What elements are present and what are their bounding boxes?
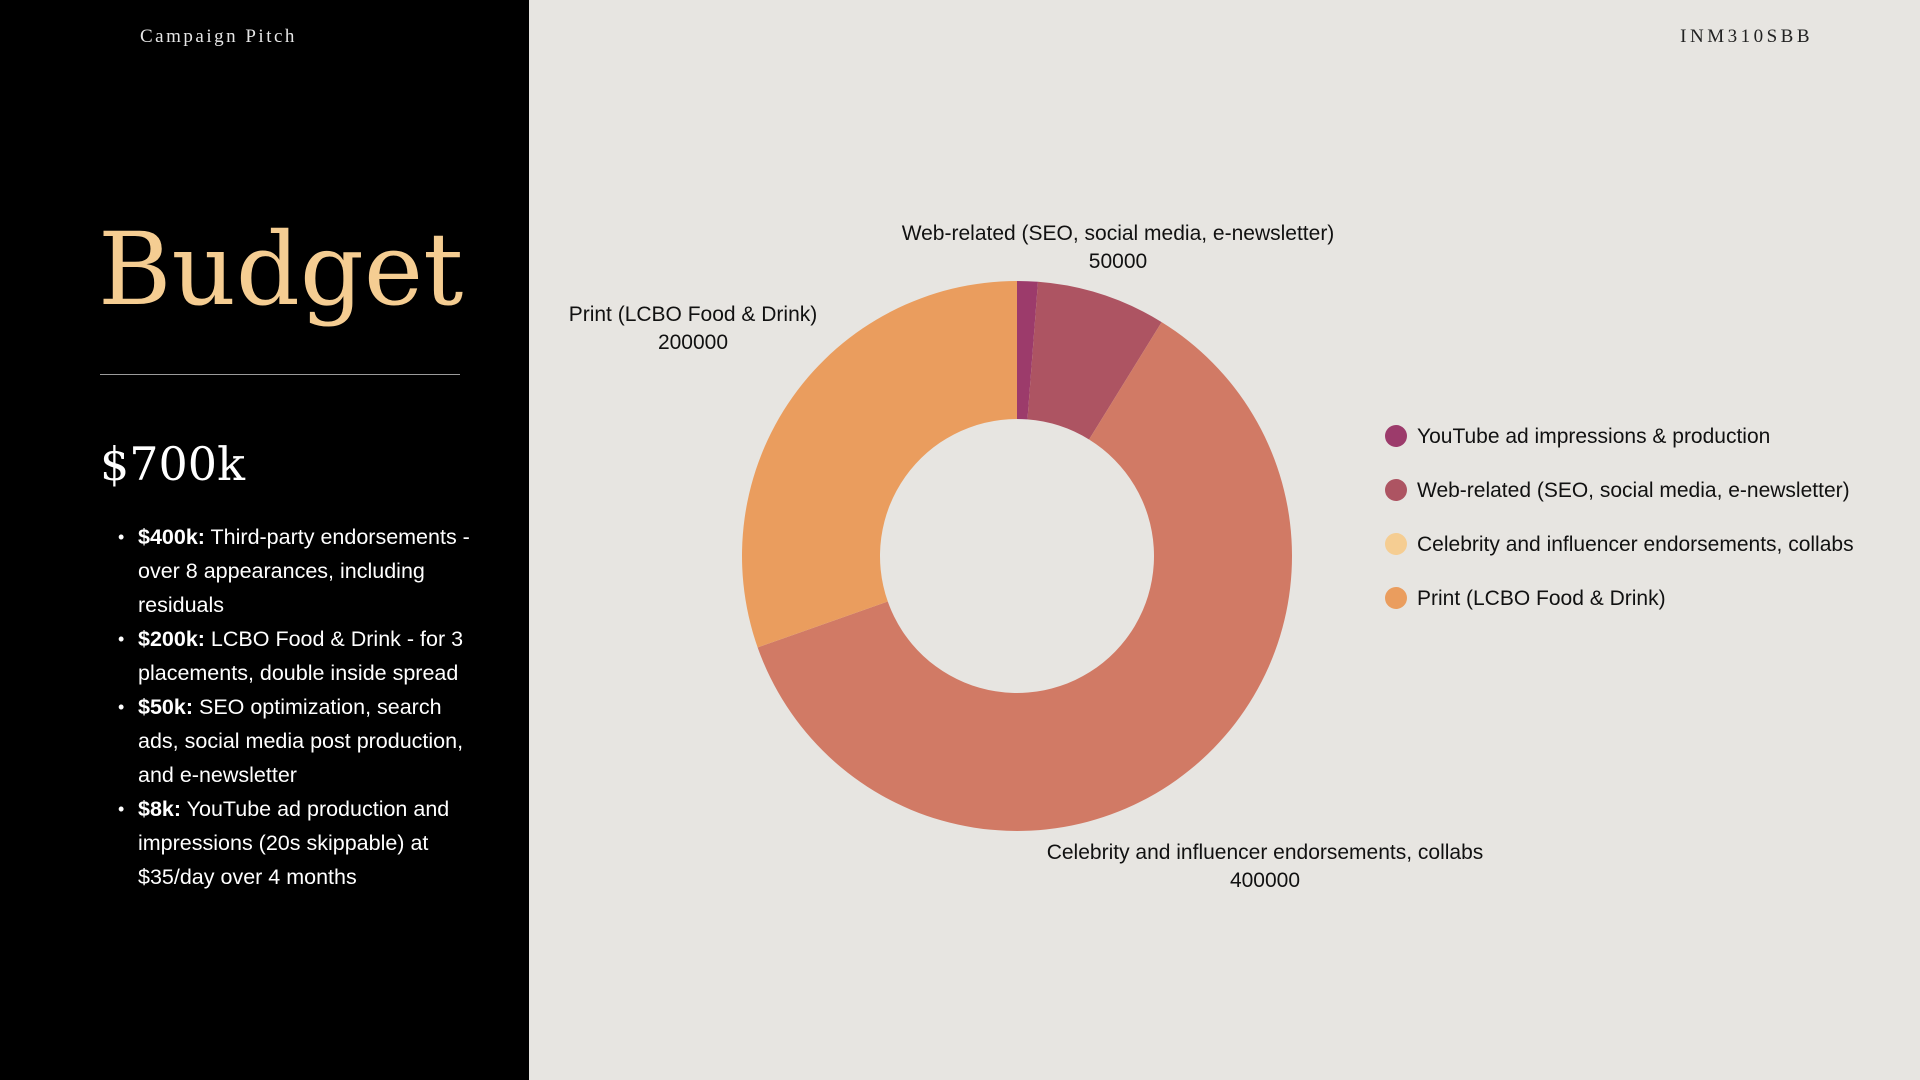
- header-campaign-pitch: Campaign Pitch: [140, 26, 297, 47]
- budget-breakdown-list: $400k: Third-party endorsements - over 8…: [118, 520, 488, 894]
- list-item: $8k: YouTube ad production and impressio…: [118, 792, 488, 894]
- bullet-text: SEO optimization, search ads, social med…: [138, 695, 464, 787]
- header-course-code: INM310SBB: [1680, 26, 1813, 47]
- pie-slice-youtube-ad-impressions-production: [1017, 281, 1038, 420]
- bullet-text: LCBO Food & Drink - for 3 placements, do…: [138, 627, 464, 685]
- bullet-amount: $400k:: [138, 525, 205, 549]
- legend-swatch: [1385, 425, 1407, 447]
- legend-swatch: [1385, 479, 1407, 501]
- legend-swatch: [1385, 533, 1407, 555]
- slice-value-label: 200000: [658, 331, 728, 354]
- slice-label: Web-related (SEO, social media, e-newsle…: [902, 222, 1335, 245]
- legend-label: Print (LCBO Food & Drink): [1417, 587, 1666, 610]
- budget-total: $700k: [100, 437, 245, 491]
- page-title: Budget: [98, 211, 464, 328]
- list-item: $50k: SEO optimization, search ads, soci…: [118, 690, 488, 792]
- pie-slice-celebrity-and-influencer-endorsements-collabs: [757, 322, 1292, 831]
- slice-value-label: 400000: [1230, 869, 1300, 892]
- legend-label: Celebrity and influencer endorsements, c…: [1417, 533, 1854, 556]
- bullet-text: YouTube ad production and impressions (2…: [138, 797, 450, 889]
- legend-swatch: [1385, 587, 1407, 609]
- slice-value-label: 50000: [1089, 250, 1147, 273]
- title-divider: [100, 374, 460, 375]
- bullet-amount: $50k:: [138, 695, 193, 719]
- list-item: $400k: Third-party endorsements - over 8…: [118, 520, 488, 622]
- bullet-amount: $200k:: [138, 627, 205, 651]
- legend-label: YouTube ad impressions & production: [1417, 425, 1770, 448]
- list-item: $200k: LCBO Food & Drink - for 3 placeme…: [118, 622, 488, 690]
- bullet-amount: $8k:: [138, 797, 182, 821]
- bullet-text: Third-party endorsements - over 8 appear…: [138, 525, 470, 617]
- pie-slice-print-lcbo-food-drink: [742, 281, 1017, 648]
- legend-label: Web-related (SEO, social media, e-newsle…: [1417, 479, 1850, 502]
- slice-label: Print (LCBO Food & Drink): [569, 303, 818, 326]
- slice-label: Celebrity and influencer endorsements, c…: [1047, 841, 1484, 864]
- pie-slice-web-related-seo-social-media-e-newsletter: [1027, 281, 1162, 440]
